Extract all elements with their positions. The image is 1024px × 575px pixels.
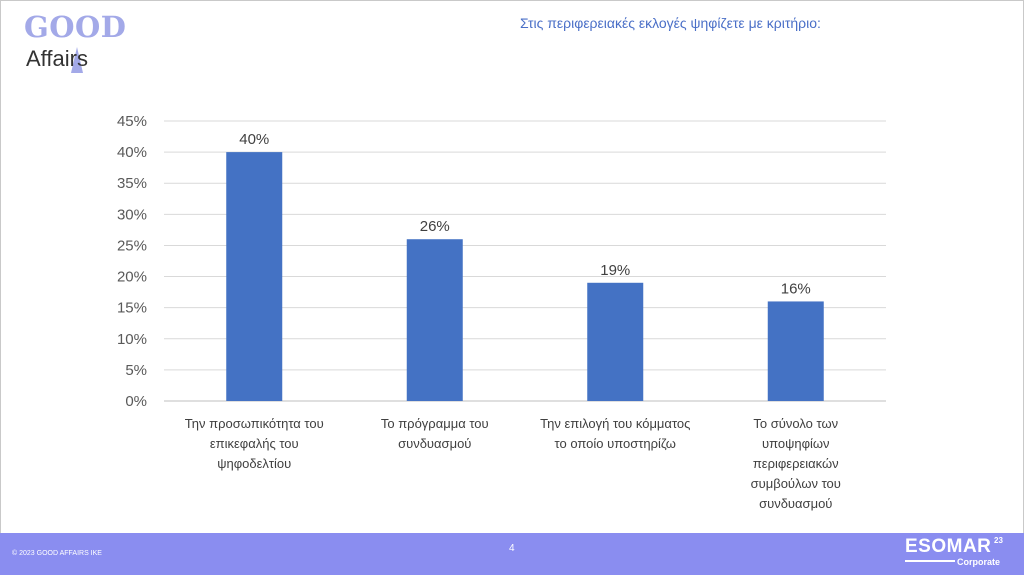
y-tick-label: 25%: [117, 237, 147, 254]
y-tick-label: 30%: [117, 206, 147, 223]
y-tick-label: 5%: [125, 362, 147, 379]
y-tick-label: 10%: [117, 331, 147, 348]
y-tick-label: 20%: [117, 269, 147, 286]
y-tick-label: 45%: [117, 113, 147, 130]
esomar-underline: [905, 560, 955, 562]
category-label: Την προσωπικότητα του επικεφαλής του ψηφοδ…: [185, 416, 324, 471]
esomar-word: ESOMAR: [905, 536, 992, 557]
logo-line-1: GOOD: [24, 10, 127, 44]
page-number: 4: [509, 543, 515, 554]
data-label: 16%: [781, 280, 811, 297]
esomar-year: 23: [994, 536, 1003, 545]
data-label: 40%: [239, 131, 269, 148]
category-label: Την επιλογή του κόμματος το οποίο υποστηρ…: [540, 416, 690, 451]
y-tick-label: 35%: [117, 175, 147, 192]
data-label: 26%: [420, 218, 450, 235]
category-label: Το πρόγραμμα του συνδυασμού: [381, 416, 489, 451]
esomar-badge: ESOMAR 23 Corporate: [905, 536, 1015, 572]
logo-line-2: Affairs: [26, 46, 88, 71]
bar: [226, 152, 283, 401]
footer-copyright: © 2023 GOOD AFFAIRS IKE: [12, 550, 102, 557]
bar: [587, 282, 644, 401]
y-tick-label: 0%: [125, 393, 147, 410]
bar: [767, 301, 824, 401]
category-label: Το σύνολο των υποψηφίων περιφερειακών συμβο…: [751, 416, 841, 511]
esomar-corporate: Corporate: [957, 557, 1001, 567]
good-affairs-logo: GOOD Affairs: [24, 10, 134, 73]
bar: [406, 239, 463, 401]
bar-chart: 0% 5% 10% 15% 20% 25% 30% 35% 40% 45% 40% Την προσω…: [117, 113, 886, 511]
footer-bar: © 2023 GOOD AFFAIRS IKE 4 ESOMAR 23 Corp…: [0, 533, 1024, 575]
slide-title: Στις περιφερειακές εκλογές ψηφίζετε με κ…: [520, 15, 821, 31]
logo-triangle-icon: [71, 47, 83, 73]
y-tick-label: 15%: [117, 300, 147, 317]
data-label: 19%: [600, 262, 630, 279]
y-tick-label: 40%: [117, 144, 147, 161]
